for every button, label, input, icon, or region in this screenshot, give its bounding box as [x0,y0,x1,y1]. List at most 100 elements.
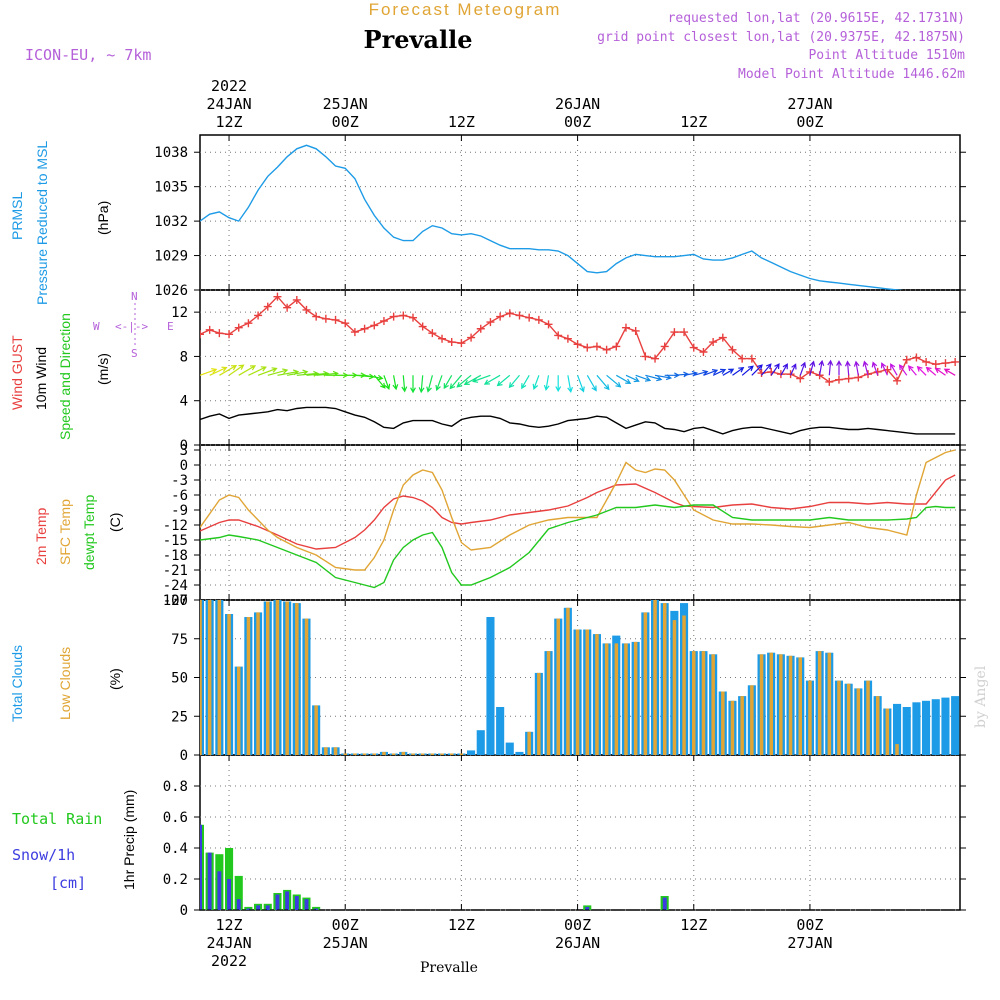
wind-gust-marker [641,352,650,361]
wind-gust-marker [467,333,476,342]
low-clouds-bar [266,601,270,755]
wind-direction-arrow [925,366,937,376]
low-clouds-bar [663,603,667,755]
wind-direction-arrow [267,368,289,376]
low-clouds-bar [537,672,541,755]
wind-gust-marker [331,315,340,324]
y-tick-label: 0 [180,903,188,919]
data-marks [200,144,960,911]
snow-bar [662,897,667,910]
wind-gust-marker [709,338,718,347]
wind-direction-arrow [780,363,788,376]
total-clouds-bar [931,699,940,755]
model-label: ICON-EU, ~ 7km [25,46,151,64]
wind-gust-marker [515,311,524,320]
wind-gust-marker [573,340,582,349]
wind-direction-arrow [306,370,330,377]
wind-direction-arrow [712,368,727,376]
low-clouds-bar [817,651,822,755]
wind-gust-marker [200,330,204,339]
wind-gust-marker [951,357,960,366]
wind-gust-marker [534,315,543,324]
grid-point-lonlat: grid point closest lon,lat (20.9375E, 42… [597,30,965,45]
wind-10m-line [200,406,956,435]
temp-unit-label: (C) [107,513,123,532]
wind-gust-marker [225,330,234,339]
pressure-panel-frame [199,134,961,291]
low-clouds-bar [769,652,773,755]
low-clouds-bar [856,688,861,755]
wind-gust-marker [370,321,379,330]
wind-direction-arrow [722,368,735,376]
total-clouds-bar [515,751,524,755]
wind-direction-arrow [635,374,652,382]
wind-gust-marker [312,312,321,321]
y-tick-label: -9 [171,503,188,519]
pressure-unit-label: (hPa) [95,201,111,235]
low-clouds-bar [411,753,415,755]
compass-south: S [131,347,138,360]
low-clouds-bar [256,612,260,755]
wind-direction-arrow [532,375,540,390]
low-clouds-bar [304,618,309,755]
low-clouds-bar [237,666,241,755]
low-clouds-bar [759,654,764,755]
wind-direction-arrow [508,374,520,389]
low-clouds-bar [595,634,599,755]
y-tick-label: 12 [171,305,188,321]
low-clouds-bar [391,753,396,755]
low-clouds-bar [353,753,357,755]
wind-gust-marker [718,333,727,342]
wind-gust-marker [563,334,572,343]
y-tick-label: 1038 [154,145,188,161]
low-clouds-bar [750,685,754,755]
total-clouds-bar [505,742,514,755]
wind-direction-arrow [586,374,597,392]
snow-bar [236,899,241,910]
time-label-bottom: 2022 [211,952,247,970]
wind-gust-marker [738,354,747,363]
low-clouds-bar [200,600,202,755]
wind-direction-arrow [761,363,772,376]
wind-gust-marker [399,311,408,320]
low-clouds-bar [876,696,880,755]
wind-gust-marker [583,343,592,352]
wind-direction-arrow [645,374,663,382]
wind-gust-marker [457,339,466,348]
wind-gust-marker [554,331,563,340]
total-clouds-bar [496,707,505,755]
total-rain-bar [312,906,321,910]
wind-direction-arrow [799,361,807,376]
time-label-bottom: 00Z [332,916,359,934]
low-clouds-bar [808,680,812,755]
wind-direction-arrow [703,369,719,376]
wind-direction-arrow [209,366,228,376]
wind-direction-arrow [907,365,917,376]
wind-gust-marker [341,319,350,328]
time-label-top: 00Z [796,113,823,131]
wind-gust-marker [379,317,388,325]
meteogram-subtitle: Forecast Meteogram [369,0,562,19]
wind-direction-arrow [844,360,851,376]
low-clouds-bar [624,643,628,755]
low-clouds-bar [711,654,715,755]
snow-bar [217,871,222,910]
y-tick-label: 75 [171,632,188,648]
wind-gust-marker [418,322,427,331]
clouds-unit-label: (%) [107,668,123,690]
wind-direction-arrow [818,359,825,376]
low-clouds-bar [246,617,251,755]
wind-direction-arrow [200,368,218,376]
wind-10m-label: 10m Wind [33,347,49,410]
total-clouds-bar [476,730,485,755]
compass-east: E [167,320,174,333]
wind-direction-arrow [463,374,482,386]
wind-gust-line [200,295,956,383]
low-clouds-bar [653,600,657,755]
total-clouds-bar [912,702,921,755]
time-label-bottom: 00Z [564,916,591,934]
low-clouds-bar [295,603,299,755]
precip-unit-label: 1hr Precip (mm) [121,790,137,890]
time-label-top: 00Z [564,113,591,131]
wind-direction-arrow [472,374,491,383]
